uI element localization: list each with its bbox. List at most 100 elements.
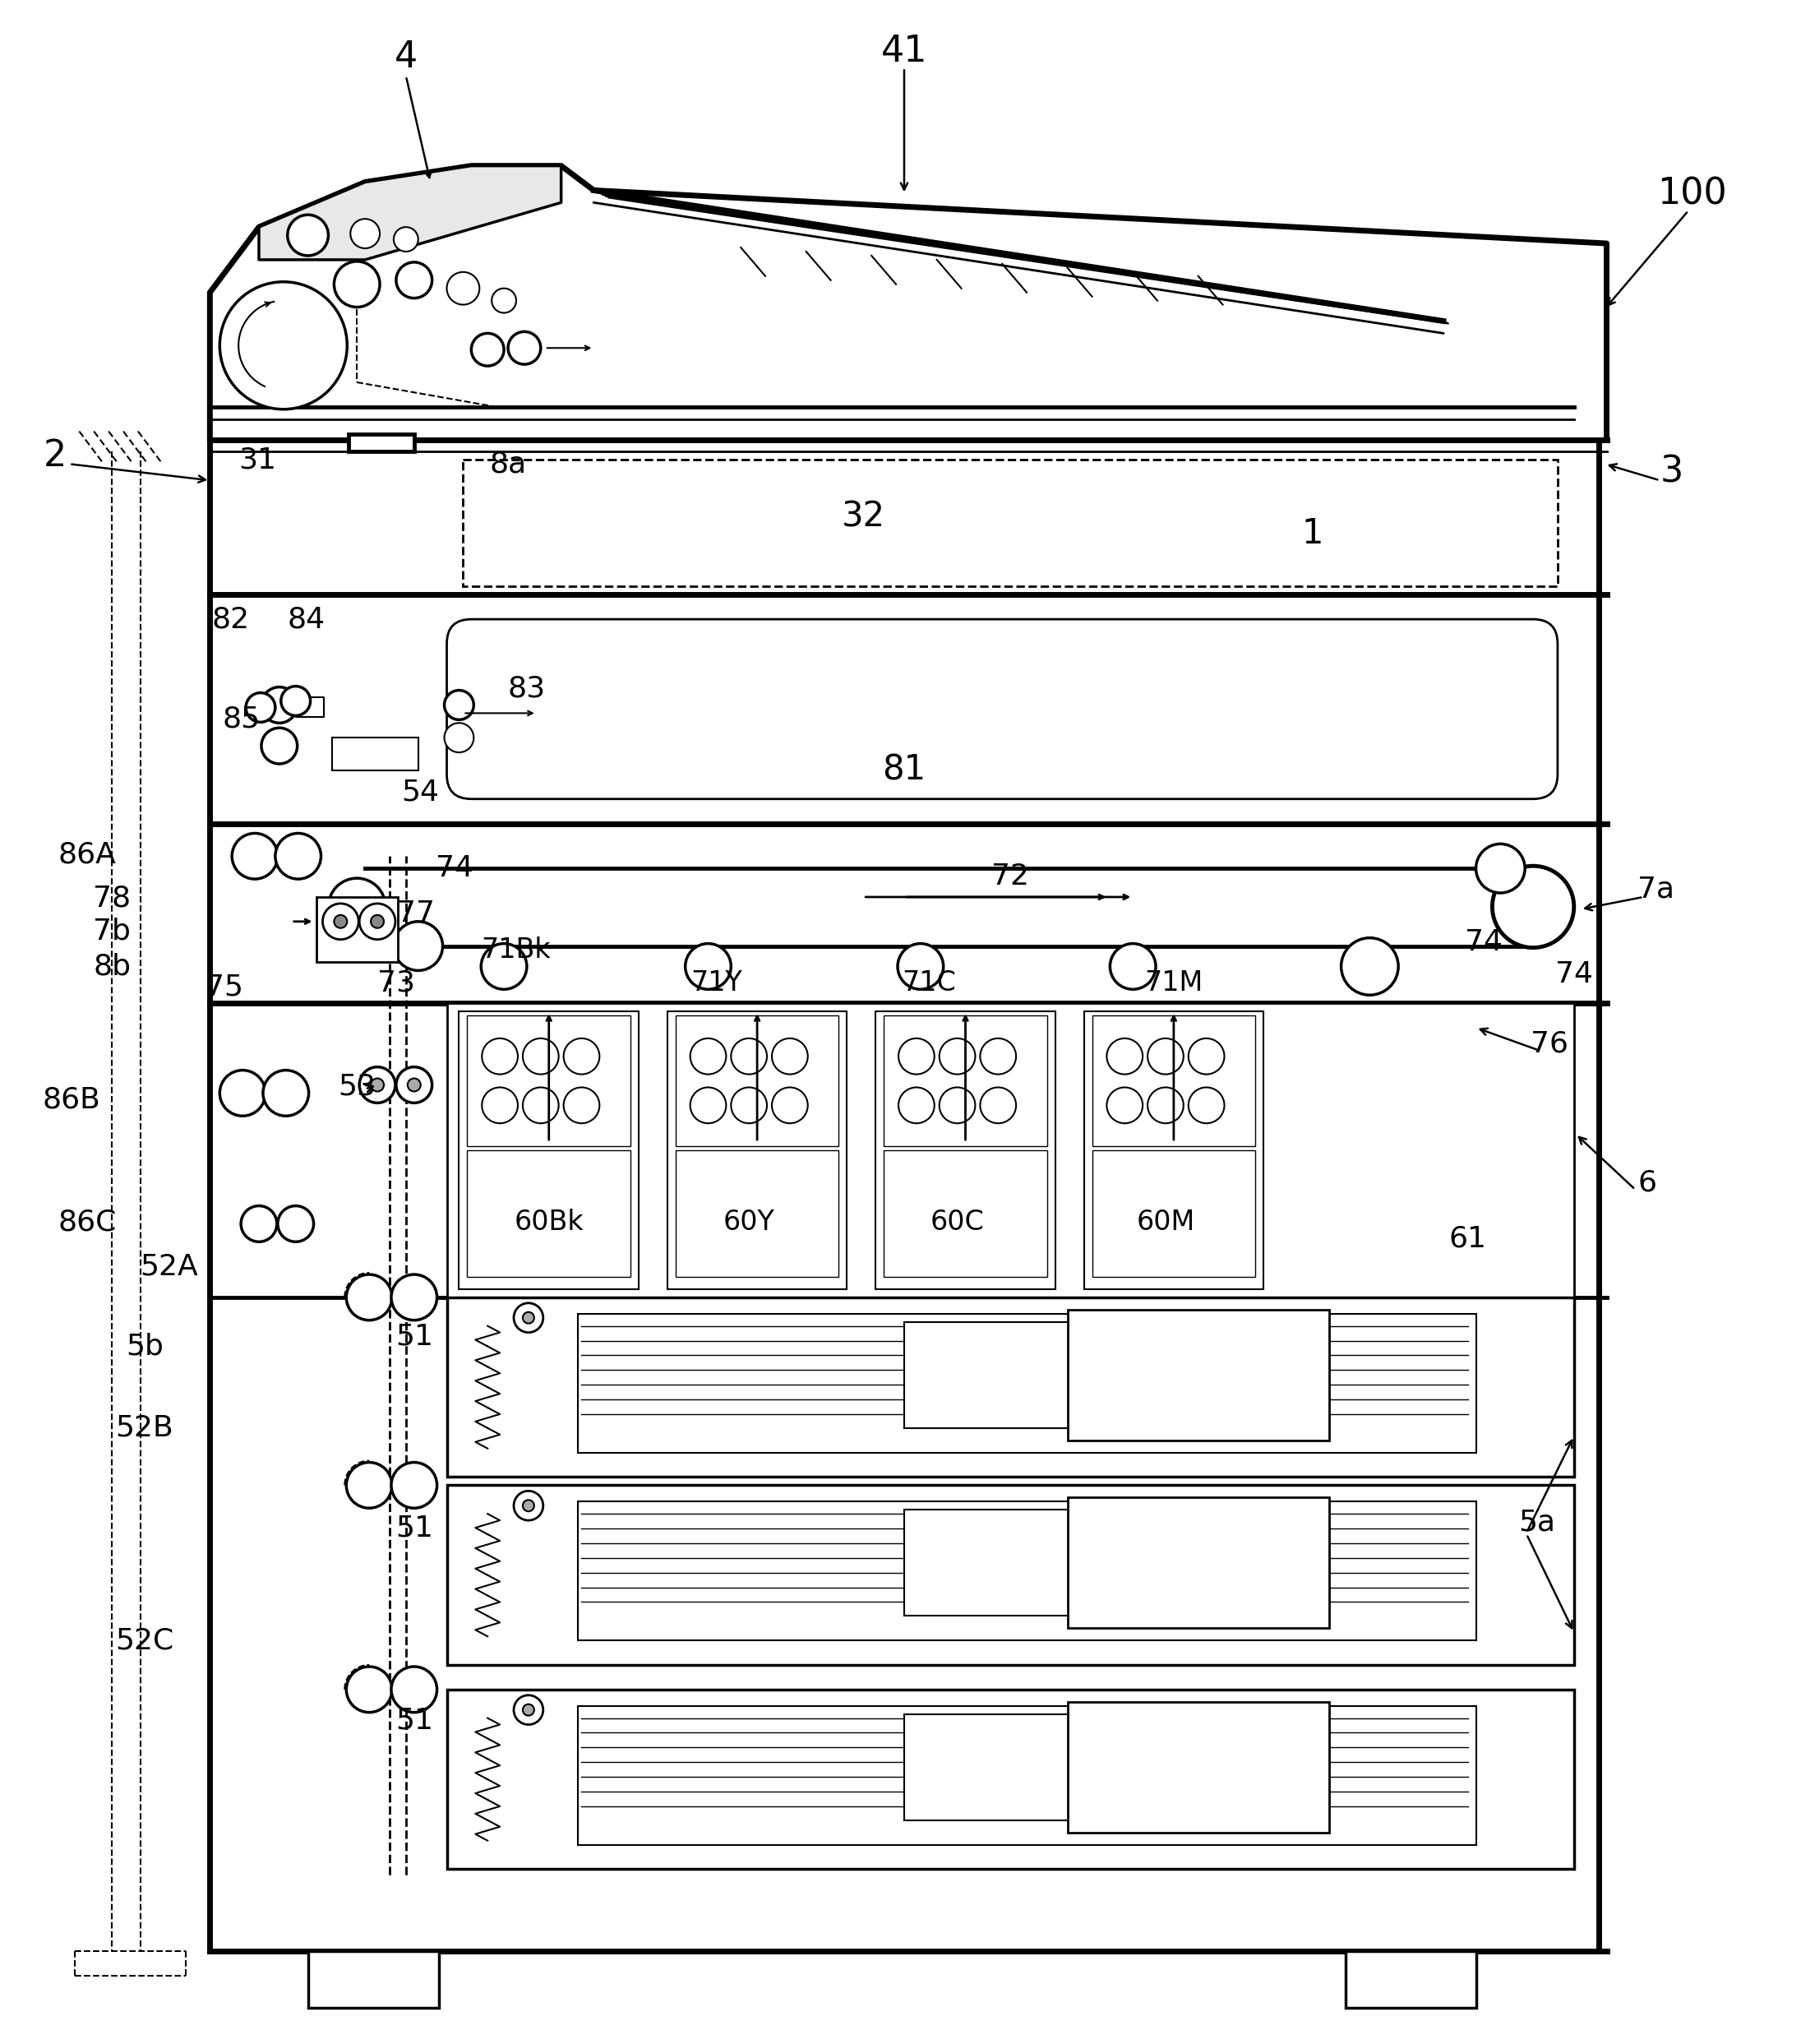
Text: 84: 84 [288, 605, 326, 634]
Text: 6: 6 [1637, 1169, 1657, 1198]
Circle shape [247, 693, 276, 722]
Bar [447, 1298, 1574, 1478]
Circle shape [394, 227, 418, 251]
Circle shape [897, 944, 944, 989]
Circle shape [261, 728, 297, 764]
Text: 7b: 7b [94, 918, 131, 944]
Circle shape [1493, 867, 1574, 948]
Bar [675, 1016, 839, 1147]
Text: 85: 85 [222, 705, 259, 734]
Circle shape [899, 1038, 935, 1075]
Text: 74: 74 [1466, 928, 1504, 957]
Text: 72: 72 [992, 863, 1028, 891]
Text: 71Y: 71Y [690, 969, 742, 995]
Bar [904, 1511, 1304, 1617]
Bar [1068, 1310, 1329, 1441]
Circle shape [513, 1490, 544, 1521]
Bar [578, 1502, 1477, 1641]
Circle shape [1109, 944, 1156, 989]
Bar [466, 1016, 630, 1147]
Bar [1345, 1950, 1477, 2007]
Circle shape [371, 916, 384, 928]
Circle shape [690, 1038, 726, 1075]
Circle shape [773, 1087, 809, 1124]
Circle shape [407, 1079, 421, 1091]
Circle shape [371, 1079, 384, 1091]
Text: 52A: 52A [140, 1253, 198, 1280]
Circle shape [731, 1087, 767, 1124]
Polygon shape [295, 697, 324, 717]
Circle shape [394, 922, 443, 971]
Circle shape [288, 215, 328, 255]
Circle shape [447, 272, 479, 305]
Text: 60M: 60M [1136, 1208, 1194, 1237]
Text: 71M: 71M [1144, 969, 1203, 995]
Bar [904, 1715, 1304, 1821]
Bar [317, 897, 398, 963]
Circle shape [333, 916, 348, 928]
Text: 76: 76 [1531, 1030, 1569, 1059]
Circle shape [1147, 1038, 1183, 1075]
Circle shape [232, 834, 277, 879]
Polygon shape [259, 166, 562, 260]
Text: 53: 53 [339, 1073, 376, 1100]
Text: 86A: 86A [58, 840, 117, 869]
Circle shape [391, 1666, 438, 1713]
Circle shape [1108, 1038, 1142, 1075]
Bar [1068, 1498, 1329, 1629]
Text: 51: 51 [394, 1322, 432, 1351]
Text: 54: 54 [402, 779, 439, 807]
Circle shape [508, 331, 540, 364]
Text: 77: 77 [396, 899, 434, 928]
Circle shape [1189, 1087, 1225, 1124]
Text: 52C: 52C [115, 1627, 175, 1654]
Bar [578, 1707, 1477, 1846]
Bar [447, 1690, 1574, 1868]
Circle shape [277, 1206, 313, 1243]
Circle shape [261, 687, 297, 724]
Circle shape [522, 1500, 535, 1511]
Text: 31: 31 [238, 446, 276, 474]
Circle shape [522, 1312, 535, 1322]
Text: 60Bk: 60Bk [513, 1208, 584, 1237]
Bar [1068, 1703, 1329, 1833]
Text: 74: 74 [436, 854, 474, 883]
Circle shape [1477, 844, 1525, 893]
Text: 83: 83 [508, 675, 546, 703]
Text: 74: 74 [1554, 961, 1592, 989]
Bar [333, 738, 418, 771]
Circle shape [351, 219, 380, 247]
Text: 2: 2 [43, 437, 67, 474]
Bar [349, 433, 414, 452]
Circle shape [263, 1071, 308, 1116]
Circle shape [684, 944, 731, 989]
Circle shape [391, 1461, 438, 1508]
Text: 71C: 71C [902, 969, 956, 995]
Text: 52B: 52B [115, 1414, 173, 1441]
Bar [578, 1314, 1477, 1453]
Text: 41: 41 [881, 35, 928, 69]
Circle shape [980, 1038, 1016, 1075]
Text: 3: 3 [1661, 454, 1684, 491]
Circle shape [346, 1275, 393, 1320]
Text: 51: 51 [394, 1515, 432, 1541]
Circle shape [445, 691, 474, 719]
Circle shape [940, 1087, 974, 1124]
Circle shape [1108, 1087, 1142, 1124]
Bar [668, 1012, 846, 1290]
Circle shape [1189, 1038, 1225, 1075]
Circle shape [276, 834, 321, 879]
Circle shape [396, 1067, 432, 1104]
Text: 5a: 5a [1518, 1508, 1556, 1535]
Circle shape [1147, 1087, 1183, 1124]
Text: 1: 1 [1302, 517, 1324, 550]
Bar [447, 1004, 1574, 1298]
Text: 7a: 7a [1637, 875, 1675, 903]
Circle shape [522, 1087, 558, 1124]
Bar [1091, 1151, 1255, 1278]
Circle shape [483, 1087, 519, 1124]
Text: 60Y: 60Y [724, 1208, 774, 1237]
Bar [1084, 1012, 1264, 1290]
Circle shape [690, 1087, 726, 1124]
Text: 100: 100 [1657, 176, 1727, 213]
